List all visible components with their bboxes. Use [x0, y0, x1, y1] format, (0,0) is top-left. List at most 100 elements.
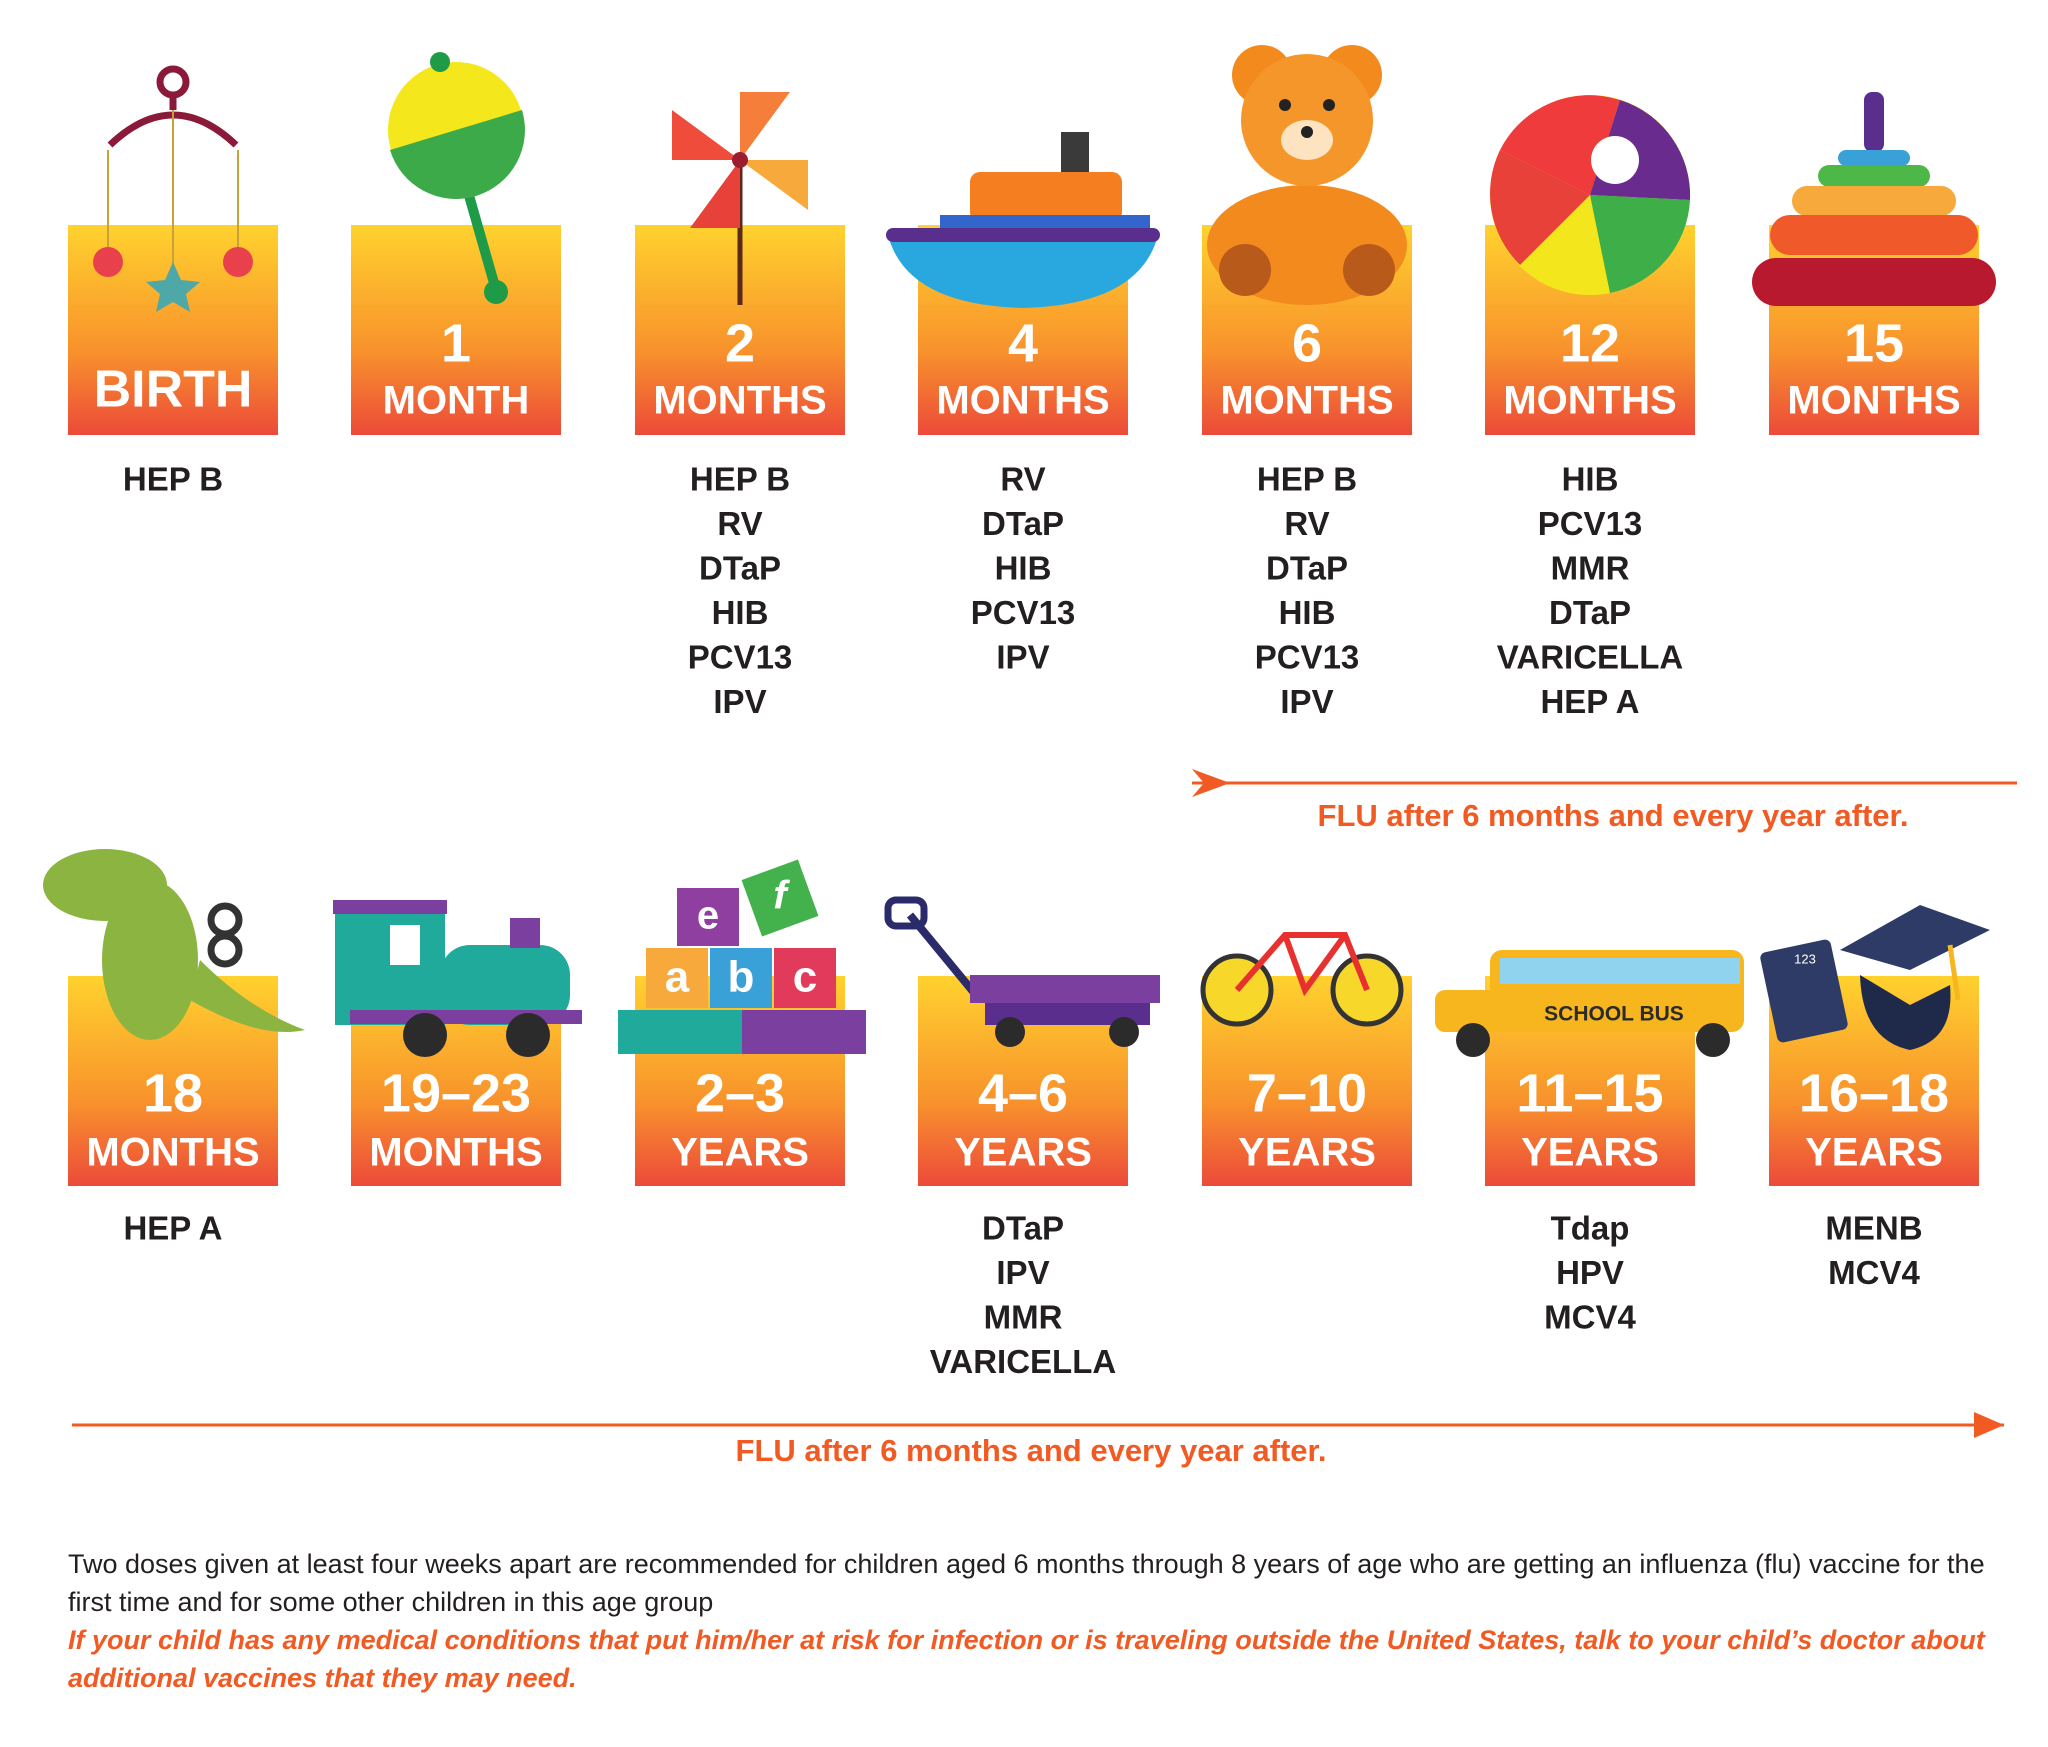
bear-eye — [1279, 99, 1291, 111]
footer-warning: If your child has any medical conditions… — [68, 1625, 1985, 1693]
age-number: 15 — [1844, 313, 1904, 373]
ring — [1838, 150, 1910, 166]
footer: Two doses given at least four weeks apar… — [68, 1545, 2018, 1697]
train-chimney — [510, 918, 540, 948]
vaccine: MMR — [1551, 550, 1630, 587]
age-unit: MONTHS — [936, 379, 1109, 423]
pinwheel-blade — [740, 160, 808, 210]
age-unit: MONTHS — [1503, 379, 1676, 423]
wheel — [403, 1013, 447, 1057]
age-number: 2 — [725, 313, 755, 373]
dino-tail — [190, 960, 305, 1032]
dino-key — [207, 932, 243, 968]
ring — [1752, 258, 1996, 306]
age-unit: MONTHS — [1220, 379, 1393, 423]
age-label: BIRTH — [94, 361, 253, 419]
bear-foot — [1343, 244, 1395, 296]
vaccine: IPV — [996, 639, 1049, 676]
vaccine: MENB — [1825, 1210, 1922, 1247]
boat-funnel — [1061, 132, 1089, 177]
calculator-display: 123 — [1794, 951, 1816, 966]
age-unit: MONTHS — [1787, 379, 1960, 423]
vaccine: PCV13 — [688, 639, 793, 676]
vaccine: DTaP — [1266, 550, 1348, 587]
block-letter: c — [793, 953, 817, 1002]
dino-body — [102, 880, 198, 1040]
cap-crown — [1860, 975, 1951, 1050]
block-letter: b — [728, 953, 755, 1002]
ring — [1818, 165, 1930, 187]
cap-board — [1840, 905, 1990, 970]
wheel — [1696, 1023, 1730, 1057]
flu-arrow-head — [1974, 1412, 2004, 1438]
bus-windows — [1500, 958, 1740, 984]
vaccine: VARICELLA — [930, 1343, 1116, 1380]
age-number: 11–15 — [1516, 1063, 1663, 1123]
wagon-handle — [906, 912, 984, 1003]
train-roof — [333, 900, 447, 914]
star — [146, 262, 200, 312]
age-number: 19–23 — [381, 1063, 531, 1123]
vaccine: DTaP — [982, 1210, 1064, 1247]
vaccine: PCV13 — [971, 594, 1076, 631]
vaccine: VARICELLA — [1497, 639, 1683, 676]
vaccine: IPV — [713, 683, 766, 720]
vaccine: HEP B — [1257, 461, 1357, 498]
vaccine: RV — [717, 505, 762, 542]
pinwheel-hub — [732, 152, 748, 168]
bear-foot — [1219, 244, 1271, 296]
age-unit: YEARS — [1805, 1131, 1943, 1175]
boat-rim — [886, 228, 1160, 242]
vaccine: DTaP — [1549, 594, 1631, 631]
calculator — [1760, 939, 1848, 1043]
footer-note: Two doses given at least four weeks apar… — [68, 1549, 1985, 1617]
pinwheel-blade — [672, 110, 740, 160]
wagon-rail — [970, 975, 1160, 1003]
boat-hull — [888, 235, 1158, 308]
block — [710, 948, 772, 1008]
pinwheel-blade — [740, 92, 790, 160]
age-unit: MONTHS — [369, 1131, 542, 1175]
age-box — [351, 225, 561, 435]
rattle-band — [390, 110, 525, 199]
train-boiler — [440, 945, 570, 1025]
ring-post — [1864, 92, 1884, 152]
block — [677, 888, 739, 946]
block-letter: f — [773, 874, 790, 918]
vaccine: HIB — [712, 594, 769, 631]
age-number: 4 — [1008, 313, 1038, 373]
block-cart — [742, 1010, 866, 1054]
age-number: 16–18 — [1799, 1063, 1949, 1123]
bus-label: SCHOOL BUS — [1544, 1003, 1684, 1026]
cap-tassel — [1947, 944, 1961, 1001]
vaccine: PCV13 — [1255, 639, 1360, 676]
ball-segment — [1500, 95, 1620, 195]
ring — [1770, 215, 1978, 255]
age-unit: YEARS — [954, 1131, 1092, 1175]
vaccine: HEP B — [690, 461, 790, 498]
dino-head — [43, 849, 167, 921]
age-unit: YEARS — [1521, 1131, 1659, 1175]
vaccine: MCV4 — [1544, 1299, 1636, 1336]
pinwheel-blade — [690, 160, 740, 228]
rattle-end — [484, 280, 508, 304]
vaccine: HIB — [1562, 461, 1619, 498]
rattle-top — [430, 52, 450, 72]
heart — [223, 247, 253, 277]
bear-nose — [1301, 126, 1313, 138]
vaccine: MCV4 — [1828, 1254, 1920, 1291]
bear-snout — [1281, 120, 1333, 160]
boat-cabin — [970, 172, 1122, 222]
age-number: 2–3 — [695, 1063, 785, 1123]
mobile-icon — [107, 65, 239, 270]
train-base — [350, 1010, 582, 1024]
block — [774, 948, 836, 1008]
bear-eye — [1323, 99, 1335, 111]
ring — [1792, 186, 1956, 216]
flu-note: FLU after 6 months and every year after. — [736, 1433, 1327, 1468]
age-number: 6 — [1292, 313, 1322, 373]
vaccine: RV — [1000, 461, 1045, 498]
age-unit: MONTHS — [653, 379, 826, 423]
